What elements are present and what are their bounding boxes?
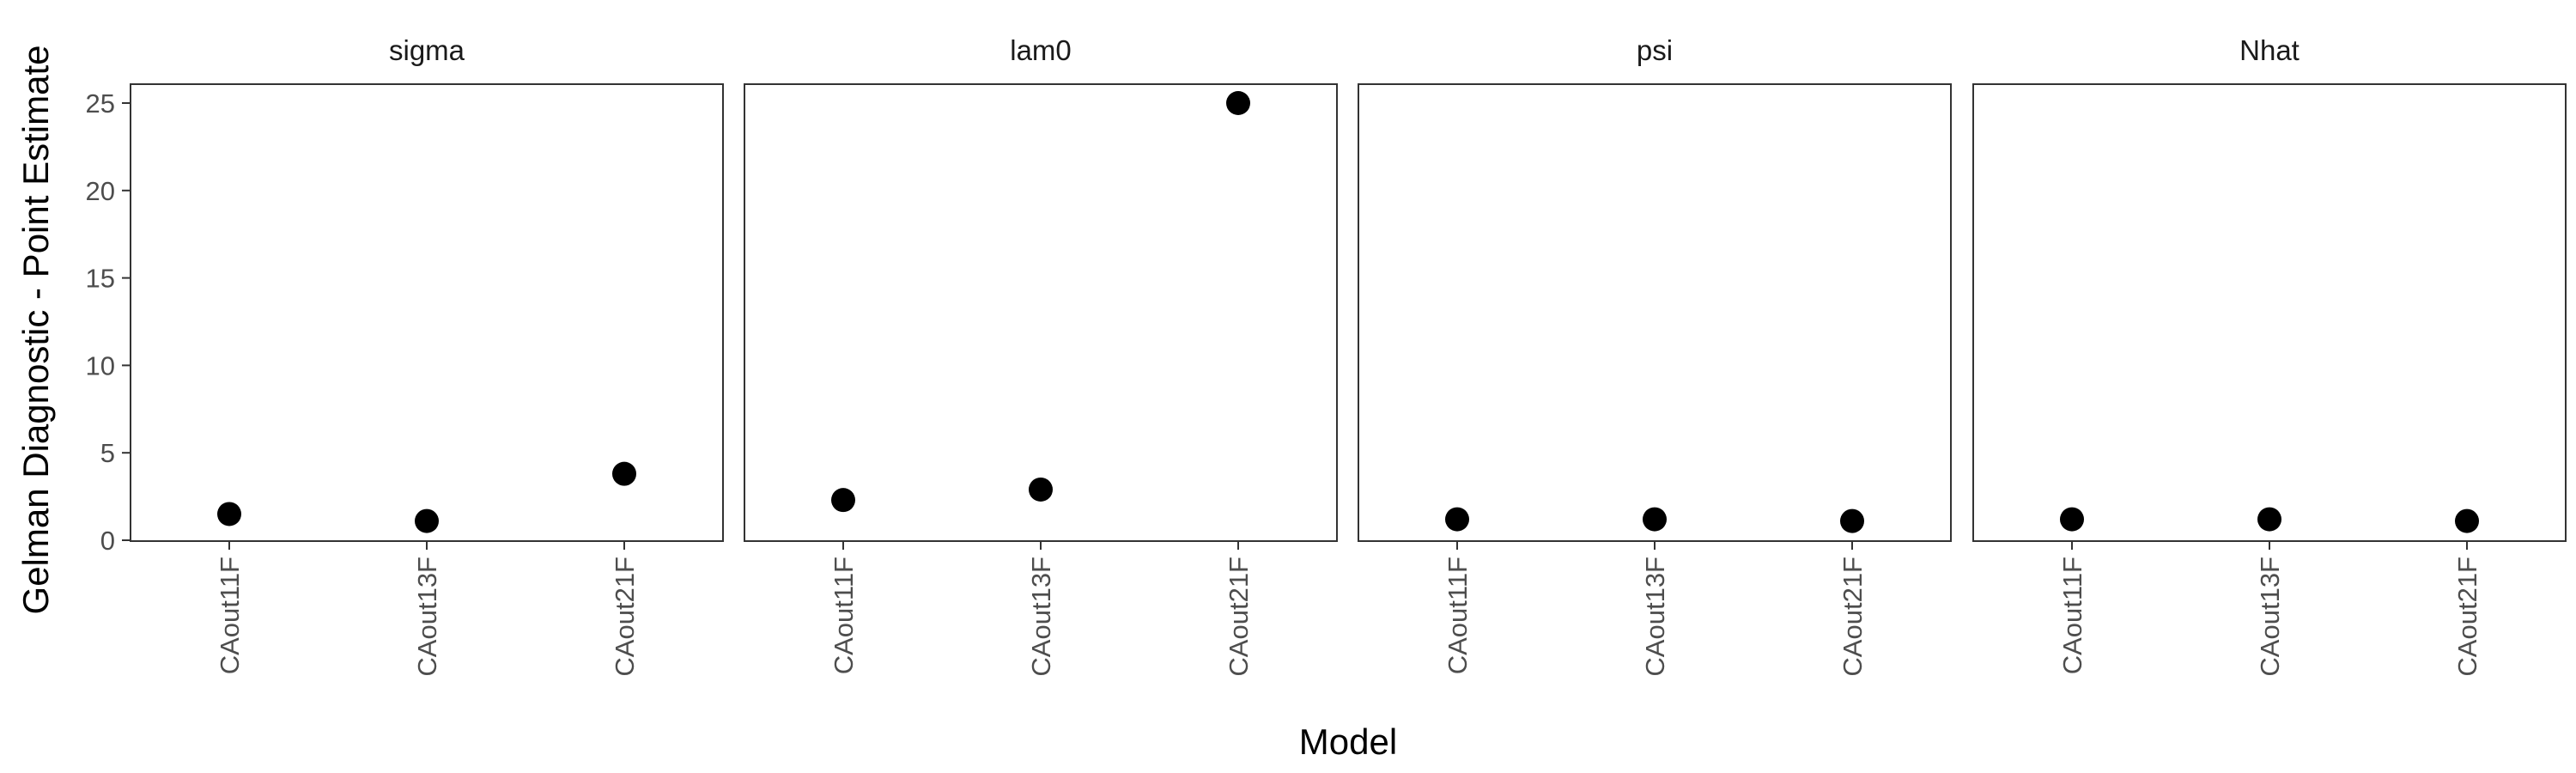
facet-strip-label: Nhat bbox=[2239, 34, 2300, 66]
y-tick-label: 0 bbox=[100, 526, 115, 556]
y-tick-label: 25 bbox=[86, 88, 115, 119]
panel-border bbox=[1358, 83, 1952, 542]
y-tick-label: 5 bbox=[100, 438, 115, 468]
data-point bbox=[1445, 507, 1469, 532]
x-tick-label: CAout11F bbox=[1443, 557, 1473, 674]
facet-strip-label: psi bbox=[1637, 34, 1673, 66]
x-tick-label: CAout21F bbox=[1224, 557, 1254, 677]
y-axis-title: Gelman Diagnostic - Point Estimate bbox=[15, 46, 56, 615]
facet-strip-label: lam0 bbox=[1010, 34, 1072, 66]
y-tick-label: 20 bbox=[86, 176, 115, 206]
data-point bbox=[2455, 508, 2479, 533]
x-tick-label: CAout13F bbox=[1640, 557, 1670, 677]
data-point bbox=[1226, 91, 1250, 115]
panel-border bbox=[744, 83, 1338, 542]
data-point bbox=[2257, 507, 2281, 532]
data-point bbox=[1643, 507, 1667, 532]
panel-border bbox=[1972, 83, 2567, 542]
data-point bbox=[1840, 508, 1864, 533]
x-tick-label: CAout11F bbox=[829, 557, 859, 674]
x-tick-label: CAout13F bbox=[1026, 557, 1056, 677]
x-tick-label: CAout11F bbox=[2057, 557, 2087, 674]
x-tick-label: CAout21F bbox=[610, 557, 640, 677]
x-axis-title: Model bbox=[1299, 721, 1397, 762]
facet-panel-lam0: lam0 CAout11F CAout13F CAout21F bbox=[744, 34, 1338, 677]
data-point bbox=[2060, 507, 2084, 532]
data-point bbox=[415, 508, 439, 533]
x-tick-label: CAout21F bbox=[2452, 557, 2482, 677]
data-point bbox=[217, 502, 241, 526]
facet-strip-label: sigma bbox=[389, 34, 465, 66]
x-tick-label: CAout11F bbox=[215, 557, 245, 674]
x-tick-label: CAout13F bbox=[412, 557, 442, 677]
facet-panel-psi: psi CAout11F CAout13F CAout21F bbox=[1358, 34, 1952, 677]
y-tick-label: 10 bbox=[86, 350, 115, 380]
x-tick-label: CAout13F bbox=[2255, 557, 2285, 677]
facet-panel-sigma: sigma CAout11F CAout13F CAout21F 0 5 10 15 20 25 bbox=[86, 34, 724, 677]
data-point bbox=[1029, 477, 1053, 502]
y-tick-label: 15 bbox=[86, 264, 115, 294]
facet-panel-Nhat: Nhat CAout11F CAout13F CAout21F bbox=[1972, 34, 2567, 677]
facet-panels: sigma CAout11F CAout13F CAout21F 0 5 10 15 20 25 l… bbox=[86, 34, 2567, 677]
data-point bbox=[831, 488, 855, 513]
data-point bbox=[612, 461, 636, 486]
x-tick-label: CAout21F bbox=[1838, 557, 1868, 677]
